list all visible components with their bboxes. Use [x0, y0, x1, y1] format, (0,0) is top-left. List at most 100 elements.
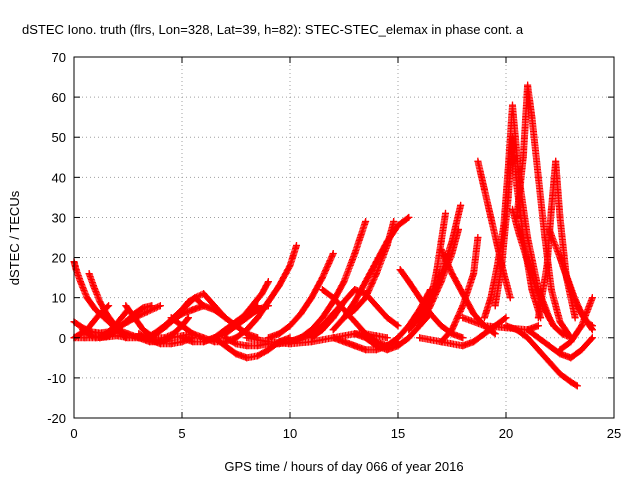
- x-tick-label: 15: [391, 426, 405, 441]
- data-point: [437, 278, 445, 286]
- data-point: [480, 330, 488, 338]
- data-point: [437, 322, 445, 330]
- data-point: [232, 334, 240, 342]
- data-point: [318, 286, 326, 294]
- data-point: [437, 338, 445, 346]
- data-point: [105, 328, 113, 336]
- data-point: [508, 101, 516, 109]
- data-point: [545, 358, 553, 366]
- data-point: [524, 258, 532, 266]
- data-point: [394, 334, 402, 342]
- data-point: [232, 350, 240, 358]
- data-point: [254, 314, 262, 322]
- data-point: [448, 250, 456, 258]
- data-point: [351, 250, 359, 258]
- data-point: [534, 173, 542, 181]
- data-point: [178, 322, 186, 330]
- data-point: [362, 294, 370, 302]
- data-point: [118, 314, 126, 322]
- data-point: [243, 326, 251, 334]
- x-tick-label: 25: [607, 426, 621, 441]
- data-point: [556, 213, 564, 221]
- data-point: [340, 306, 348, 314]
- data-point: [405, 326, 413, 334]
- data-point: [96, 310, 104, 318]
- data-point: [556, 346, 564, 354]
- data-point: [308, 294, 316, 302]
- data-point: [556, 318, 564, 326]
- data-point: [515, 229, 523, 237]
- y-tick-label: 30: [52, 210, 66, 225]
- data-point: [200, 302, 208, 310]
- data-point: [390, 217, 398, 225]
- data-point: [588, 334, 596, 342]
- data-point: [433, 266, 441, 274]
- data-point: [396, 266, 404, 274]
- chart-title: dSTEC Iono. truth (flrs, Lon=328, Lat=39…: [22, 22, 524, 37]
- data-point: [502, 324, 510, 332]
- data-point: [454, 225, 462, 233]
- data-point: [480, 322, 488, 330]
- x-tick-label: 20: [499, 426, 513, 441]
- data-point: [459, 302, 467, 310]
- data-point: [372, 332, 380, 340]
- data-point: [329, 334, 337, 342]
- data-point: [329, 250, 337, 258]
- data-point: [297, 334, 305, 342]
- data-point: [437, 238, 445, 246]
- data-point: [243, 334, 251, 342]
- data-point: [275, 282, 283, 290]
- data-point: [89, 318, 97, 326]
- data-point: [167, 334, 175, 342]
- data-point: [459, 314, 467, 322]
- data-point: [565, 278, 573, 286]
- data-point: [189, 306, 197, 314]
- data-point: [76, 278, 84, 286]
- data-point: [448, 270, 456, 278]
- data-point: [480, 185, 488, 193]
- data-point: [372, 342, 380, 350]
- data-point: [189, 330, 197, 338]
- data-point: [534, 322, 542, 330]
- y-tick-label: -10: [47, 371, 66, 386]
- y-tick-label: -20: [47, 411, 66, 426]
- data-point: [362, 278, 370, 286]
- data-point: [519, 153, 527, 161]
- data-point: [491, 302, 499, 310]
- data-point: [405, 213, 413, 221]
- data-point: [254, 342, 262, 350]
- y-tick-label: 10: [52, 291, 66, 306]
- data-point: [200, 290, 208, 298]
- data-point: [550, 322, 558, 330]
- data-point: [543, 262, 551, 270]
- data-point: [141, 334, 149, 342]
- data-point: [340, 314, 348, 322]
- data-point: [264, 298, 272, 306]
- data-series: [232, 278, 272, 330]
- data-point: [232, 322, 240, 330]
- data-point: [83, 294, 91, 302]
- data-point: [383, 314, 391, 322]
- data-point: [286, 338, 294, 346]
- data-layer: [70, 81, 596, 390]
- data-point: [573, 382, 581, 390]
- data-point: [470, 310, 478, 318]
- data-point: [426, 298, 434, 306]
- data-point: [308, 334, 316, 342]
- data-point: [457, 201, 465, 209]
- data-point: [588, 322, 596, 330]
- data-point: [184, 314, 192, 322]
- data-point: [156, 340, 164, 348]
- x-tick-label: 10: [283, 426, 297, 441]
- data-series: [534, 157, 579, 322]
- data-point: [189, 338, 197, 346]
- data-point: [383, 242, 391, 250]
- data-point: [156, 326, 164, 334]
- x-axis-label: GPS time / hours of day 066 of year 2016: [224, 459, 463, 474]
- data-point: [318, 326, 326, 334]
- data-point: [394, 342, 402, 350]
- data-point: [148, 302, 156, 310]
- y-tick-label: 60: [52, 90, 66, 105]
- data-point: [221, 334, 229, 342]
